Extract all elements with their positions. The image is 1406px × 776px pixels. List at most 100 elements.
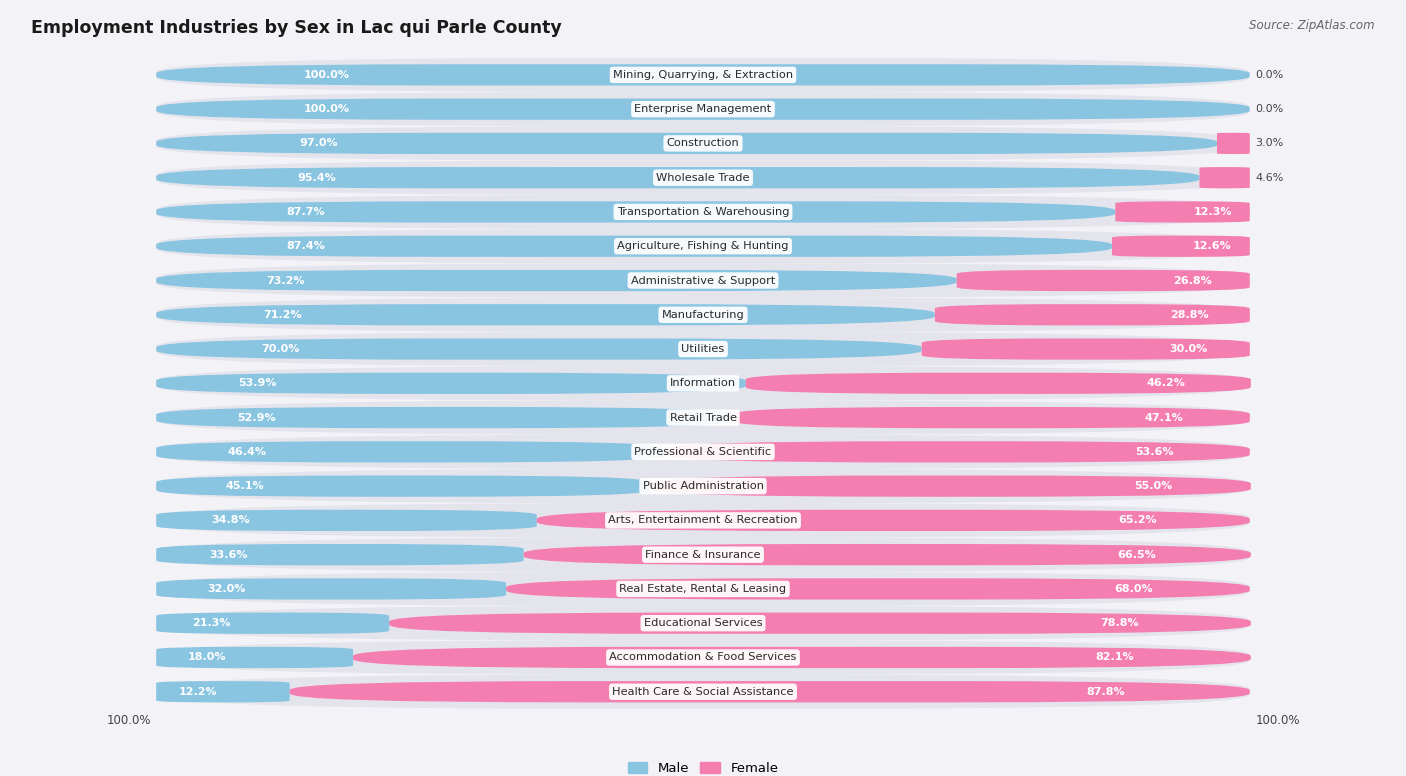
- FancyBboxPatch shape: [745, 372, 1251, 394]
- FancyBboxPatch shape: [1115, 201, 1250, 223]
- Text: 21.3%: 21.3%: [193, 618, 231, 629]
- FancyBboxPatch shape: [156, 338, 922, 359]
- FancyBboxPatch shape: [156, 435, 1250, 469]
- FancyBboxPatch shape: [156, 538, 1250, 572]
- Text: Source: ZipAtlas.com: Source: ZipAtlas.com: [1250, 19, 1375, 33]
- FancyBboxPatch shape: [389, 612, 1251, 634]
- Text: 30.0%: 30.0%: [1168, 344, 1208, 354]
- FancyBboxPatch shape: [156, 161, 1250, 195]
- FancyBboxPatch shape: [156, 476, 650, 497]
- Text: Public Administration: Public Administration: [643, 481, 763, 491]
- FancyBboxPatch shape: [156, 400, 1250, 435]
- Text: 53.6%: 53.6%: [1135, 447, 1174, 457]
- Text: Professional & Scientific: Professional & Scientific: [634, 447, 772, 457]
- FancyBboxPatch shape: [156, 640, 1250, 674]
- FancyBboxPatch shape: [156, 681, 290, 702]
- FancyBboxPatch shape: [156, 469, 1250, 504]
- FancyBboxPatch shape: [156, 578, 506, 600]
- FancyBboxPatch shape: [156, 544, 523, 565]
- FancyBboxPatch shape: [156, 201, 1115, 223]
- Text: 68.0%: 68.0%: [1115, 584, 1153, 594]
- Text: 3.0%: 3.0%: [1256, 138, 1284, 148]
- Text: 87.4%: 87.4%: [285, 241, 325, 251]
- FancyBboxPatch shape: [1112, 236, 1250, 257]
- FancyBboxPatch shape: [506, 578, 1250, 600]
- Text: 87.7%: 87.7%: [287, 207, 325, 217]
- Text: 78.8%: 78.8%: [1101, 618, 1139, 629]
- Text: 73.2%: 73.2%: [266, 275, 304, 286]
- FancyBboxPatch shape: [156, 442, 664, 462]
- FancyBboxPatch shape: [956, 270, 1250, 291]
- Text: 100.0%: 100.0%: [304, 104, 350, 114]
- Text: 95.4%: 95.4%: [297, 173, 336, 182]
- FancyBboxPatch shape: [156, 236, 1112, 257]
- Text: 32.0%: 32.0%: [207, 584, 246, 594]
- Legend: Male, Female: Male, Female: [623, 757, 783, 776]
- Text: Finance & Insurance: Finance & Insurance: [645, 549, 761, 559]
- Text: 82.1%: 82.1%: [1095, 653, 1135, 663]
- Text: Health Care & Social Assistance: Health Care & Social Assistance: [612, 687, 794, 697]
- FancyBboxPatch shape: [664, 442, 1250, 462]
- Text: Agriculture, Fishing & Hunting: Agriculture, Fishing & Hunting: [617, 241, 789, 251]
- FancyBboxPatch shape: [156, 647, 353, 668]
- Text: 52.9%: 52.9%: [236, 413, 276, 423]
- Text: 70.0%: 70.0%: [262, 344, 299, 354]
- Text: 53.9%: 53.9%: [238, 379, 277, 388]
- Text: 4.6%: 4.6%: [1256, 173, 1284, 182]
- Text: Enterprise Management: Enterprise Management: [634, 104, 772, 114]
- Text: 71.2%: 71.2%: [263, 310, 301, 320]
- Text: 100.0%: 100.0%: [1256, 715, 1299, 727]
- FancyBboxPatch shape: [156, 674, 1250, 709]
- Text: 55.0%: 55.0%: [1135, 481, 1173, 491]
- Text: Information: Information: [669, 379, 737, 388]
- Text: 34.8%: 34.8%: [211, 515, 250, 525]
- Text: Educational Services: Educational Services: [644, 618, 762, 629]
- FancyBboxPatch shape: [156, 229, 1250, 263]
- Text: 18.0%: 18.0%: [187, 653, 226, 663]
- FancyBboxPatch shape: [1199, 167, 1250, 189]
- Text: Arts, Entertainment & Recreation: Arts, Entertainment & Recreation: [609, 515, 797, 525]
- FancyBboxPatch shape: [523, 544, 1251, 565]
- Text: Construction: Construction: [666, 138, 740, 148]
- Text: Mining, Quarrying, & Extraction: Mining, Quarrying, & Extraction: [613, 70, 793, 80]
- FancyBboxPatch shape: [935, 304, 1250, 325]
- FancyBboxPatch shape: [156, 407, 735, 428]
- FancyBboxPatch shape: [156, 263, 1250, 298]
- FancyBboxPatch shape: [156, 64, 1250, 85]
- Text: 12.3%: 12.3%: [1194, 207, 1232, 217]
- Text: 0.0%: 0.0%: [1256, 70, 1284, 80]
- Text: 66.5%: 66.5%: [1118, 549, 1156, 559]
- Text: Wholesale Trade: Wholesale Trade: [657, 173, 749, 182]
- Text: Employment Industries by Sex in Lac qui Parle County: Employment Industries by Sex in Lac qui …: [31, 19, 561, 37]
- Text: 100.0%: 100.0%: [107, 715, 150, 727]
- Text: 100.0%: 100.0%: [304, 70, 350, 80]
- FancyBboxPatch shape: [156, 612, 389, 634]
- FancyBboxPatch shape: [156, 366, 1250, 400]
- Text: 12.2%: 12.2%: [179, 687, 218, 697]
- Text: 12.6%: 12.6%: [1194, 241, 1232, 251]
- FancyBboxPatch shape: [156, 372, 745, 394]
- FancyBboxPatch shape: [735, 407, 1250, 428]
- Text: 65.2%: 65.2%: [1118, 515, 1157, 525]
- Text: Manufacturing: Manufacturing: [662, 310, 744, 320]
- FancyBboxPatch shape: [156, 270, 956, 291]
- FancyBboxPatch shape: [156, 510, 537, 531]
- Text: Utilities: Utilities: [682, 344, 724, 354]
- FancyBboxPatch shape: [156, 133, 1218, 154]
- Text: Accommodation & Food Services: Accommodation & Food Services: [609, 653, 797, 663]
- FancyBboxPatch shape: [1218, 133, 1250, 154]
- Text: 0.0%: 0.0%: [1256, 104, 1284, 114]
- FancyBboxPatch shape: [156, 298, 1250, 332]
- Text: 28.8%: 28.8%: [1170, 310, 1209, 320]
- FancyBboxPatch shape: [156, 332, 1250, 366]
- Text: 33.6%: 33.6%: [209, 549, 247, 559]
- Text: 26.8%: 26.8%: [1173, 275, 1212, 286]
- Text: 47.1%: 47.1%: [1144, 413, 1182, 423]
- FancyBboxPatch shape: [156, 99, 1250, 120]
- Text: Real Estate, Rental & Leasing: Real Estate, Rental & Leasing: [620, 584, 786, 594]
- FancyBboxPatch shape: [537, 510, 1250, 531]
- Text: Administrative & Support: Administrative & Support: [631, 275, 775, 286]
- Text: 46.4%: 46.4%: [228, 447, 267, 457]
- Text: 87.8%: 87.8%: [1087, 687, 1125, 697]
- FancyBboxPatch shape: [290, 681, 1250, 702]
